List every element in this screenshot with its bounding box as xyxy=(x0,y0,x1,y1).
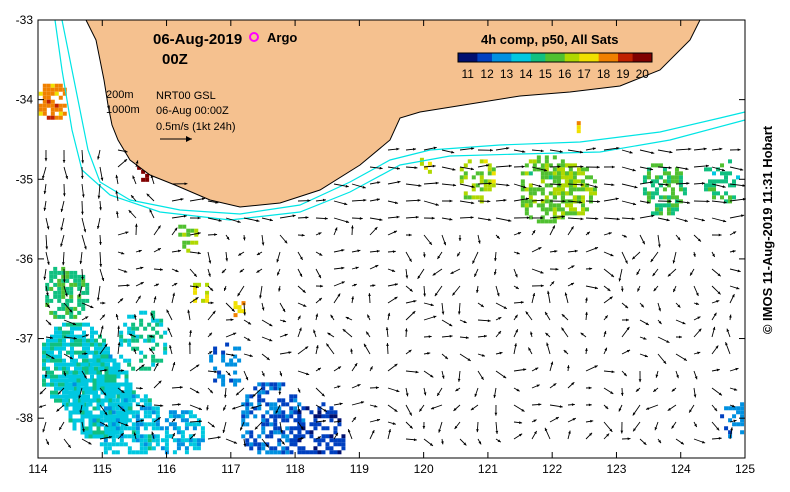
colorbar-tick-label: 16 xyxy=(558,67,572,81)
svg-text:200m: 200m xyxy=(106,89,134,101)
colorbar-tick-label: 11 xyxy=(461,67,474,81)
lat-tick-label: -38 xyxy=(16,411,34,425)
lat-tick-label: -37 xyxy=(16,332,34,346)
lon-tick-label: 122 xyxy=(542,462,562,476)
argo-legend: Argo xyxy=(249,30,297,45)
axis-ticks: 114 115 116 117 118 119 120 121 122 123 124 125 -33 -… xyxy=(16,13,756,476)
current-vectors xyxy=(38,146,746,449)
svg-text:Argo: Argo xyxy=(267,30,297,45)
contour-200m xyxy=(61,19,746,215)
bathymetry-contours xyxy=(54,19,746,221)
time-label: 00Z xyxy=(162,51,188,68)
colorbar: 4h comp, p50, All Sats 11 12 13 14 15 16 17 18 1… xyxy=(457,32,653,81)
colorbar-tick-label: 18 xyxy=(597,67,611,81)
colorbar-tick-label: 20 xyxy=(636,67,650,81)
contour-1000m xyxy=(54,19,746,221)
lon-tick-label: 121 xyxy=(478,462,498,476)
colorbar-tick-label: 13 xyxy=(500,67,514,81)
land-mass xyxy=(85,19,701,208)
colorbar-tick-label: 12 xyxy=(480,67,494,81)
colorbar-tick-label: 17 xyxy=(577,67,591,81)
lon-tick-label: 124 xyxy=(671,462,691,476)
lat-tick-label: -34 xyxy=(16,93,34,107)
lon-tick-label: 125 xyxy=(735,462,755,476)
scale-arrow xyxy=(160,136,192,142)
contour-legend: 200m 1000m NRT00 GSL 06-Aug 00:00Z 0.5m/… xyxy=(106,89,235,142)
sst-pixels xyxy=(38,83,745,455)
colorbar-tick-label: 15 xyxy=(539,67,553,81)
lon-tick-label: 119 xyxy=(350,462,369,476)
product-time: 06-Aug 00:00Z xyxy=(156,105,229,117)
composite-title: 4h comp, p50, All Sats xyxy=(481,32,619,47)
svg-text:1000m: 1000m xyxy=(106,104,140,116)
scale-label: 0.5m/s (1kt 24h) xyxy=(156,121,235,133)
argo-float-icon xyxy=(249,32,259,42)
lat-tick-label: -35 xyxy=(16,172,34,186)
date-label: 06-Aug-2019 xyxy=(153,31,242,48)
lon-tick-label: 115 xyxy=(93,462,112,476)
lat-tick-label: -33 xyxy=(16,13,34,27)
product-label: NRT00 GSL xyxy=(156,90,216,102)
lon-tick-label: 123 xyxy=(606,462,626,476)
lon-tick-label: 120 xyxy=(414,462,434,476)
lon-tick-label: 116 xyxy=(157,462,176,476)
lon-tick-label: 118 xyxy=(286,462,305,476)
lon-tick-label: 114 xyxy=(28,462,47,476)
copyright-label: © IMOS 11-Aug-2019 11:31 Hobart xyxy=(760,125,775,335)
lat-tick-label: -36 xyxy=(16,252,34,266)
lon-tick-label: 117 xyxy=(221,462,240,476)
colorbar-tick-label: 19 xyxy=(616,67,630,81)
colorbar-tick-label: 14 xyxy=(519,67,533,81)
map-frame xyxy=(37,19,746,459)
